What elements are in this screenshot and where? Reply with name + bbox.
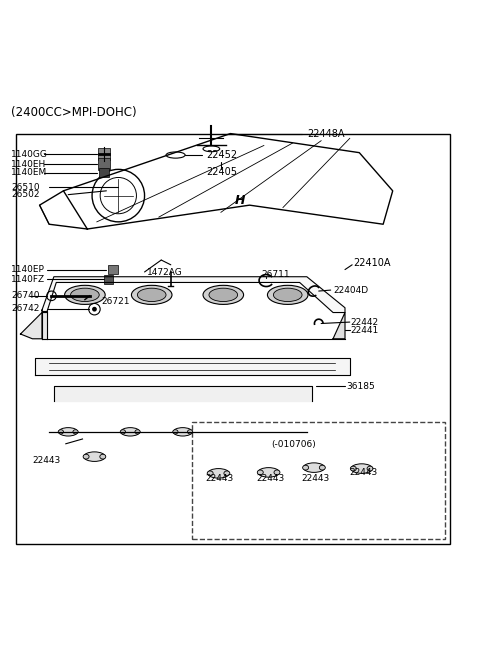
Polygon shape: [35, 358, 350, 375]
Ellipse shape: [257, 470, 263, 475]
Ellipse shape: [203, 285, 243, 305]
Bar: [98, 148, 110, 160]
Ellipse shape: [83, 454, 89, 459]
Ellipse shape: [73, 430, 78, 434]
Ellipse shape: [224, 471, 230, 476]
Ellipse shape: [274, 288, 302, 301]
Polygon shape: [42, 311, 47, 339]
Text: 1140GG: 1140GG: [11, 150, 48, 158]
Text: 22443: 22443: [33, 456, 60, 465]
Ellipse shape: [207, 471, 213, 476]
Text: 1140EH: 1140EH: [11, 160, 46, 168]
Text: 22410A: 22410A: [354, 259, 391, 269]
Ellipse shape: [350, 466, 356, 471]
Text: 26502: 26502: [11, 190, 39, 199]
Ellipse shape: [58, 430, 63, 434]
Ellipse shape: [367, 466, 373, 471]
Text: (-010706): (-010706): [271, 440, 316, 449]
Ellipse shape: [274, 470, 280, 475]
Ellipse shape: [120, 430, 125, 434]
Bar: [99, 168, 109, 178]
Ellipse shape: [208, 468, 229, 478]
Ellipse shape: [100, 454, 106, 459]
Text: 22405: 22405: [206, 167, 238, 177]
Text: 22443: 22443: [301, 474, 329, 483]
Polygon shape: [333, 313, 345, 339]
Text: 26742: 26742: [11, 304, 39, 313]
Text: 26510: 26510: [11, 182, 39, 192]
Ellipse shape: [71, 288, 99, 301]
Ellipse shape: [65, 285, 105, 305]
Text: 1140FZ: 1140FZ: [11, 275, 45, 284]
Text: 22442: 22442: [351, 317, 379, 327]
Text: (2400CC>MPI-DOHC): (2400CC>MPI-DOHC): [11, 106, 136, 119]
Bar: [104, 275, 113, 284]
Ellipse shape: [267, 285, 308, 305]
Text: 22452: 22452: [206, 150, 238, 160]
Bar: [108, 265, 118, 275]
Ellipse shape: [135, 430, 140, 434]
Text: 26740: 26740: [11, 291, 39, 301]
Ellipse shape: [209, 288, 238, 301]
Circle shape: [92, 307, 97, 311]
Ellipse shape: [173, 430, 178, 434]
Polygon shape: [42, 277, 345, 313]
Ellipse shape: [59, 428, 78, 436]
Text: 22441: 22441: [351, 326, 379, 335]
Ellipse shape: [132, 285, 172, 305]
Polygon shape: [54, 387, 312, 401]
Text: 36185: 36185: [346, 382, 375, 391]
Ellipse shape: [137, 288, 166, 301]
Text: 26711: 26711: [262, 270, 290, 279]
Ellipse shape: [188, 430, 192, 434]
Text: 1140EP: 1140EP: [11, 265, 45, 274]
Text: 22443: 22443: [350, 468, 378, 477]
Polygon shape: [21, 313, 42, 339]
Ellipse shape: [173, 428, 192, 436]
Text: H: H: [235, 194, 245, 207]
Text: 22443: 22443: [257, 474, 285, 483]
Ellipse shape: [319, 465, 325, 470]
Ellipse shape: [351, 464, 372, 474]
Text: 22404D: 22404D: [333, 286, 368, 295]
Text: 1472AG: 1472AG: [147, 269, 183, 277]
Ellipse shape: [303, 463, 324, 472]
Ellipse shape: [84, 452, 105, 462]
Bar: [98, 158, 110, 170]
Text: 1140EM: 1140EM: [11, 168, 47, 177]
Text: 26721: 26721: [102, 297, 130, 306]
Ellipse shape: [258, 468, 279, 477]
Ellipse shape: [302, 465, 309, 470]
Ellipse shape: [121, 428, 140, 436]
Text: 22443: 22443: [205, 474, 234, 483]
Text: 22448A: 22448A: [307, 128, 344, 138]
